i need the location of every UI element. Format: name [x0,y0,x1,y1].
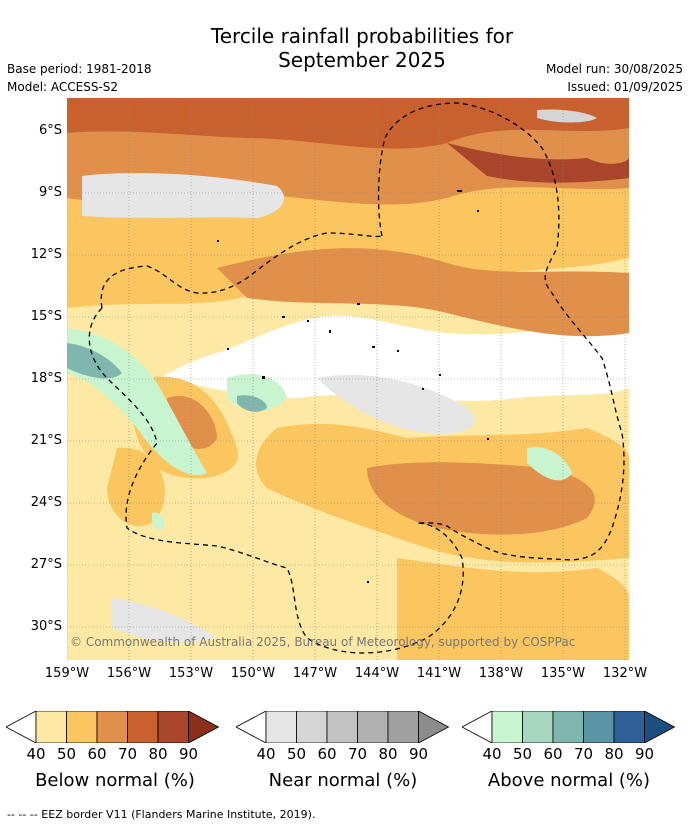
meta-left: Base period: 1981-2018 Model: ACCESS-S2 [7,60,152,96]
rainfall-map: © Commonwealth of Australia 2025, Bureau… [67,98,629,660]
x-label-141w: 141°W [416,666,462,681]
eez-borders [88,102,625,654]
colorbar-lower-extension [462,711,493,743]
x-label-153w: 153°W [168,666,214,681]
below-normal-layer [67,98,629,660]
y-label-21s: 21°S [30,433,62,448]
colorbar-below-normal [6,711,220,743]
y-label-9s: 9°S [38,185,62,200]
y-label-15s: 15°S [30,309,62,324]
colorbar-tick-label: 90 [634,745,655,763]
caption-above-normal: Above normal (%) [487,770,651,791]
base-period: Base period: 1981-2018 [7,62,152,76]
colorbar-tick-label: 50 [286,745,307,763]
meta-right: Model run: 30/08/2025 Issued: 01/09/2025 [546,60,683,96]
colorbar-above-normal [462,711,676,743]
colorbar-lower-extension [6,711,37,743]
colorbar-tick-label: 40 [256,745,276,763]
model-name: Model: ACCESS-S2 [7,80,119,94]
above-normal-layer [67,328,572,531]
x-label-159w: 159°W [44,666,90,681]
copyright-notice: © Commonwealth of Australia 2025, Bureau… [70,635,575,649]
issued-date: Issued: 01/09/2025 [567,80,683,94]
y-label-6s: 6°S [38,123,62,138]
colorbar-tick-label: 60 [543,745,563,763]
colorbar-tick-label: 50 [56,745,77,763]
model-run: Model run: 30/08/2025 [545,62,683,76]
colorbar-tick-label: 80 [148,745,168,763]
caption-below-normal: Below normal (%) [35,770,195,791]
x-label-135w: 135°W [540,666,586,681]
colorbar-tick-label: 40 [26,745,46,763]
colorbar-segment [127,711,159,743]
x-label-132w: 132°W [602,666,648,681]
y-label-18s: 18°S [30,371,62,386]
colorbar-tick-label: 80 [378,745,398,763]
colorbar-segment [491,711,523,743]
colorbar-tick-label: 90 [408,745,429,763]
x-label-147w: 147°W [292,666,338,681]
colorbar-segment [96,711,128,743]
colorbar-tick-label: 70 [573,745,594,763]
colorbar-segment [296,711,328,743]
colorbar-segment [387,711,419,743]
colorbar-near-normal [236,711,450,743]
colorbar-tick-label: 70 [347,745,368,763]
colorbar-segment [357,711,389,743]
y-label-24s: 24°S [30,495,62,510]
title-line-1: Tercile rainfall probabilities for [210,24,514,48]
islands [217,190,489,583]
colorbar-segment [552,711,584,743]
x-label-144w: 144°W [354,666,400,681]
x-label-138w: 138°W [478,666,524,681]
colorbar-segment [522,711,554,743]
caption-near-normal: Near normal (%) [268,770,418,791]
y-label-30s: 30°S [30,619,62,634]
eez-footnote: -- -- -- EEZ border V11 (Flanders Marine… [7,808,316,821]
graticule [67,98,629,660]
y-label-27s: 27°S [30,557,62,572]
y-label-12s: 12°S [30,247,62,262]
x-label-156w: 156°W [106,666,152,681]
colorbar-tick-label: 70 [117,745,138,763]
colorbar-tick-label: 90 [178,745,199,763]
colorbar-upper-extension [418,711,450,743]
colorbar-tick-label: 80 [604,745,624,763]
colorbar-segment [326,711,358,743]
colorbar-segment [583,711,615,743]
colorbar-tick-label: 40 [482,745,502,763]
colorbar-segment [157,711,189,743]
near-normal-layer [82,109,597,643]
colorbar-segment [265,711,297,743]
colorbar-tick-label: 60 [87,745,107,763]
title-line-2: September 2025 [278,48,446,72]
colorbar-upper-extension [644,711,676,743]
map-title: Tercile rainfall probabilities for Septe… [0,24,690,72]
colorbar-lower-extension [236,711,267,743]
colorbar-segment [613,711,645,743]
colorbar-tick-label: 50 [512,745,533,763]
colorbar-segment [66,711,98,743]
colorbar-upper-extension [188,711,220,743]
colorbar-tick-label: 60 [317,745,337,763]
colorbar-segment [35,711,67,743]
x-label-150w: 150°W [230,666,276,681]
